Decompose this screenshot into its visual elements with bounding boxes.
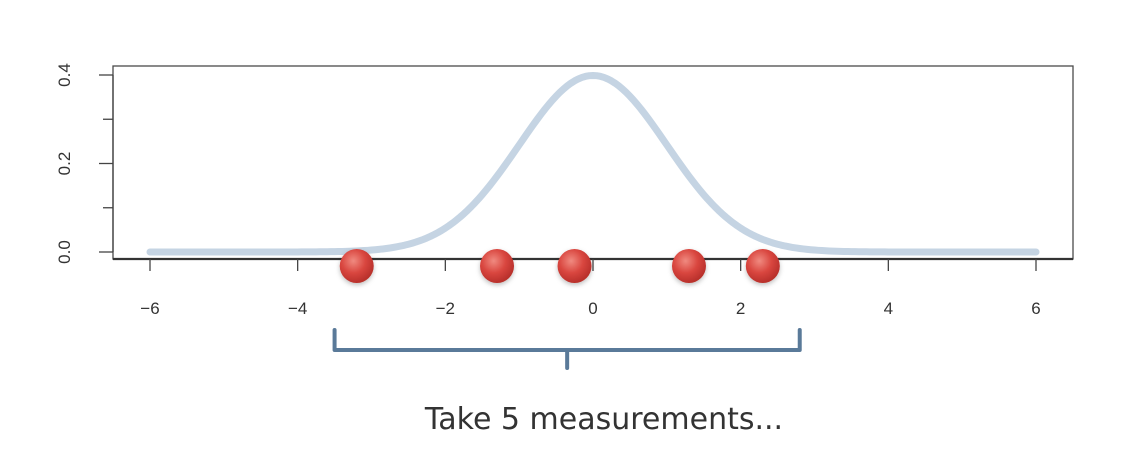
x-tick-label: −4 <box>288 299 307 318</box>
x-tick-label: 4 <box>884 299 893 318</box>
measurement-point <box>480 249 515 283</box>
density-curve <box>146 71 1040 256</box>
measurement-point <box>671 249 706 283</box>
y-tick-label: 0.2 <box>55 152 74 176</box>
y-tick-label: 0.0 <box>55 240 74 264</box>
x-tick-label: 2 <box>736 299 745 318</box>
x-tick-label: 0 <box>588 299 597 318</box>
bracket-layer <box>332 328 802 370</box>
measurement-points-layer <box>339 249 780 283</box>
density-curve-layer <box>146 71 1040 256</box>
measurement-bracket <box>332 328 802 370</box>
measurement-point <box>339 249 374 283</box>
x-tick-label: −6 <box>140 299 159 318</box>
chart: −6 −4 −2 0 2 4 6 0.0 0.2 0.4 <box>55 63 1074 370</box>
axis-layer: −6 −4 −2 0 2 4 6 0.0 0.2 0.4 <box>55 63 1074 318</box>
plot-frame <box>112 65 1074 260</box>
y-tick-label: 0.4 <box>55 63 74 87</box>
x-tick-label: 6 <box>1031 299 1040 318</box>
measurement-point <box>745 249 780 283</box>
caption: Take 5 measurements... <box>424 402 784 437</box>
measurement-point <box>557 249 592 283</box>
x-tick-label: −2 <box>436 299 455 318</box>
